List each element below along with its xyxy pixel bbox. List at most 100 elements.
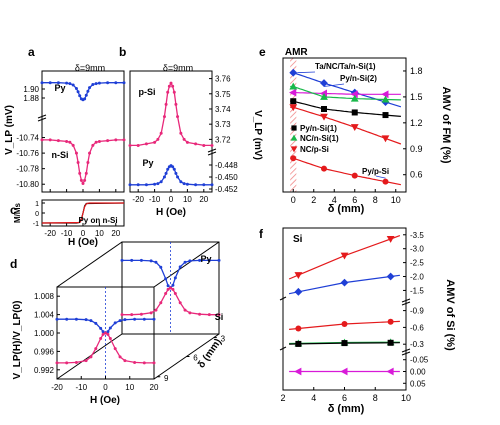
- annotation-delta: δ=9mm: [163, 63, 193, 73]
- y-tick-label: 1.000: [34, 329, 55, 338]
- data-point: [156, 137, 160, 141]
- data-point: [382, 178, 389, 185]
- x-tick-label: 10: [95, 229, 104, 238]
- y-tick-label: 0.00: [410, 368, 426, 377]
- x-tick-label: 20: [150, 383, 159, 392]
- data-point: [86, 160, 90, 164]
- data-point: [176, 115, 180, 119]
- y-axis-label: M/Ms: [13, 202, 22, 223]
- data-point: [55, 361, 59, 365]
- x-tick-label: 10: [401, 393, 411, 403]
- data-point: [122, 138, 126, 142]
- data-point: [340, 278, 349, 287]
- y-tick-label: 0.05: [410, 379, 426, 388]
- y-tick-label: 0.6: [410, 170, 423, 180]
- y-tick-label: -10.78: [16, 165, 39, 174]
- legend-text: Py/n-Si(1): [300, 124, 337, 133]
- data-point: [210, 143, 214, 147]
- x-tick-label: 6: [352, 195, 357, 205]
- data-point: [114, 138, 118, 142]
- data-point: [56, 139, 60, 143]
- fit-line-0: [290, 72, 402, 108]
- data-point: [152, 317, 156, 321]
- data-point: [194, 142, 198, 146]
- annotation-py-on-nsi: Py on n-Si: [78, 216, 117, 225]
- z-axis-label: δ (mm): [196, 337, 224, 371]
- axis-break: [401, 348, 411, 353]
- x-tick-label: -20: [51, 383, 63, 392]
- data-point: [320, 93, 328, 100]
- data-point: [142, 361, 146, 365]
- data-point: [159, 180, 163, 184]
- axis-break: [401, 301, 411, 306]
- data-point: [171, 84, 175, 88]
- data-point: [128, 183, 132, 187]
- y-tick-label: 3.73: [215, 120, 231, 129]
- legend-marker: [290, 134, 298, 141]
- y-tick-label: 3.72: [215, 135, 231, 144]
- x-tick-label: 8: [373, 195, 378, 205]
- legend-text: NC/p-Si: [300, 145, 329, 154]
- z-tick-label: 9: [164, 374, 169, 383]
- data-point: [89, 355, 93, 359]
- data-point: [83, 97, 87, 101]
- legend-text: Py/p-Si: [362, 167, 389, 176]
- x-tick-label: 2: [311, 195, 316, 205]
- data-point: [321, 106, 327, 113]
- annotation-si: Si: [293, 234, 303, 245]
- x-tick-label: 6: [342, 393, 347, 403]
- data-point: [76, 160, 80, 164]
- data-point: [149, 311, 153, 315]
- fit-line-1: [290, 91, 401, 95]
- data-point: [386, 272, 395, 281]
- data-point: [156, 182, 160, 186]
- x-tick-label: 20: [111, 229, 120, 238]
- data-point: [48, 81, 52, 85]
- data-point: [139, 258, 143, 262]
- legend-pointer: [297, 71, 316, 74]
- data-point: [207, 258, 211, 262]
- series-label-si: Si: [215, 312, 224, 322]
- panel-letter: f: [259, 227, 264, 241]
- data-point: [65, 361, 69, 365]
- data-point: [172, 90, 176, 94]
- series-label-py: Py: [200, 254, 211, 264]
- data-point: [167, 84, 171, 88]
- data-point: [122, 81, 126, 85]
- data-point: [176, 175, 180, 179]
- fit-line-5: [290, 157, 402, 186]
- data-point: [74, 151, 78, 155]
- panel-letter: d: [10, 257, 17, 271]
- data-point: [179, 180, 183, 184]
- data-point: [382, 112, 389, 119]
- y-tick-label: -0.448: [215, 161, 238, 170]
- data-point: [198, 312, 202, 316]
- data-point: [166, 287, 170, 291]
- data-point: [123, 359, 127, 363]
- data-point: [74, 87, 78, 91]
- data-point: [120, 258, 124, 262]
- data-point: [154, 260, 158, 264]
- data-point: [84, 93, 88, 97]
- fit-line-4: [290, 106, 402, 145]
- data-point: [381, 95, 390, 103]
- data-point: [174, 171, 178, 175]
- x-tick-label: 2: [280, 393, 285, 403]
- x-tick-label: 0: [103, 383, 108, 392]
- fit-line-3: [290, 85, 401, 101]
- x-axis-label: H (Oe): [68, 237, 98, 248]
- x-tick-label: -20: [132, 195, 144, 204]
- x-tick-label: 0: [291, 195, 296, 205]
- data-point: [118, 355, 122, 359]
- data-point: [289, 104, 298, 112]
- data-point: [194, 183, 198, 187]
- data-point: [179, 131, 183, 135]
- y-tick-label: 3.74: [215, 105, 231, 114]
- data-point: [83, 178, 87, 182]
- y-tick-label: -2.0: [410, 273, 424, 282]
- data-point: [79, 178, 83, 182]
- data-point: [166, 167, 170, 171]
- panel-letter: c: [10, 203, 17, 217]
- data-point: [68, 82, 72, 86]
- y-tick-label: 1.5: [410, 92, 423, 102]
